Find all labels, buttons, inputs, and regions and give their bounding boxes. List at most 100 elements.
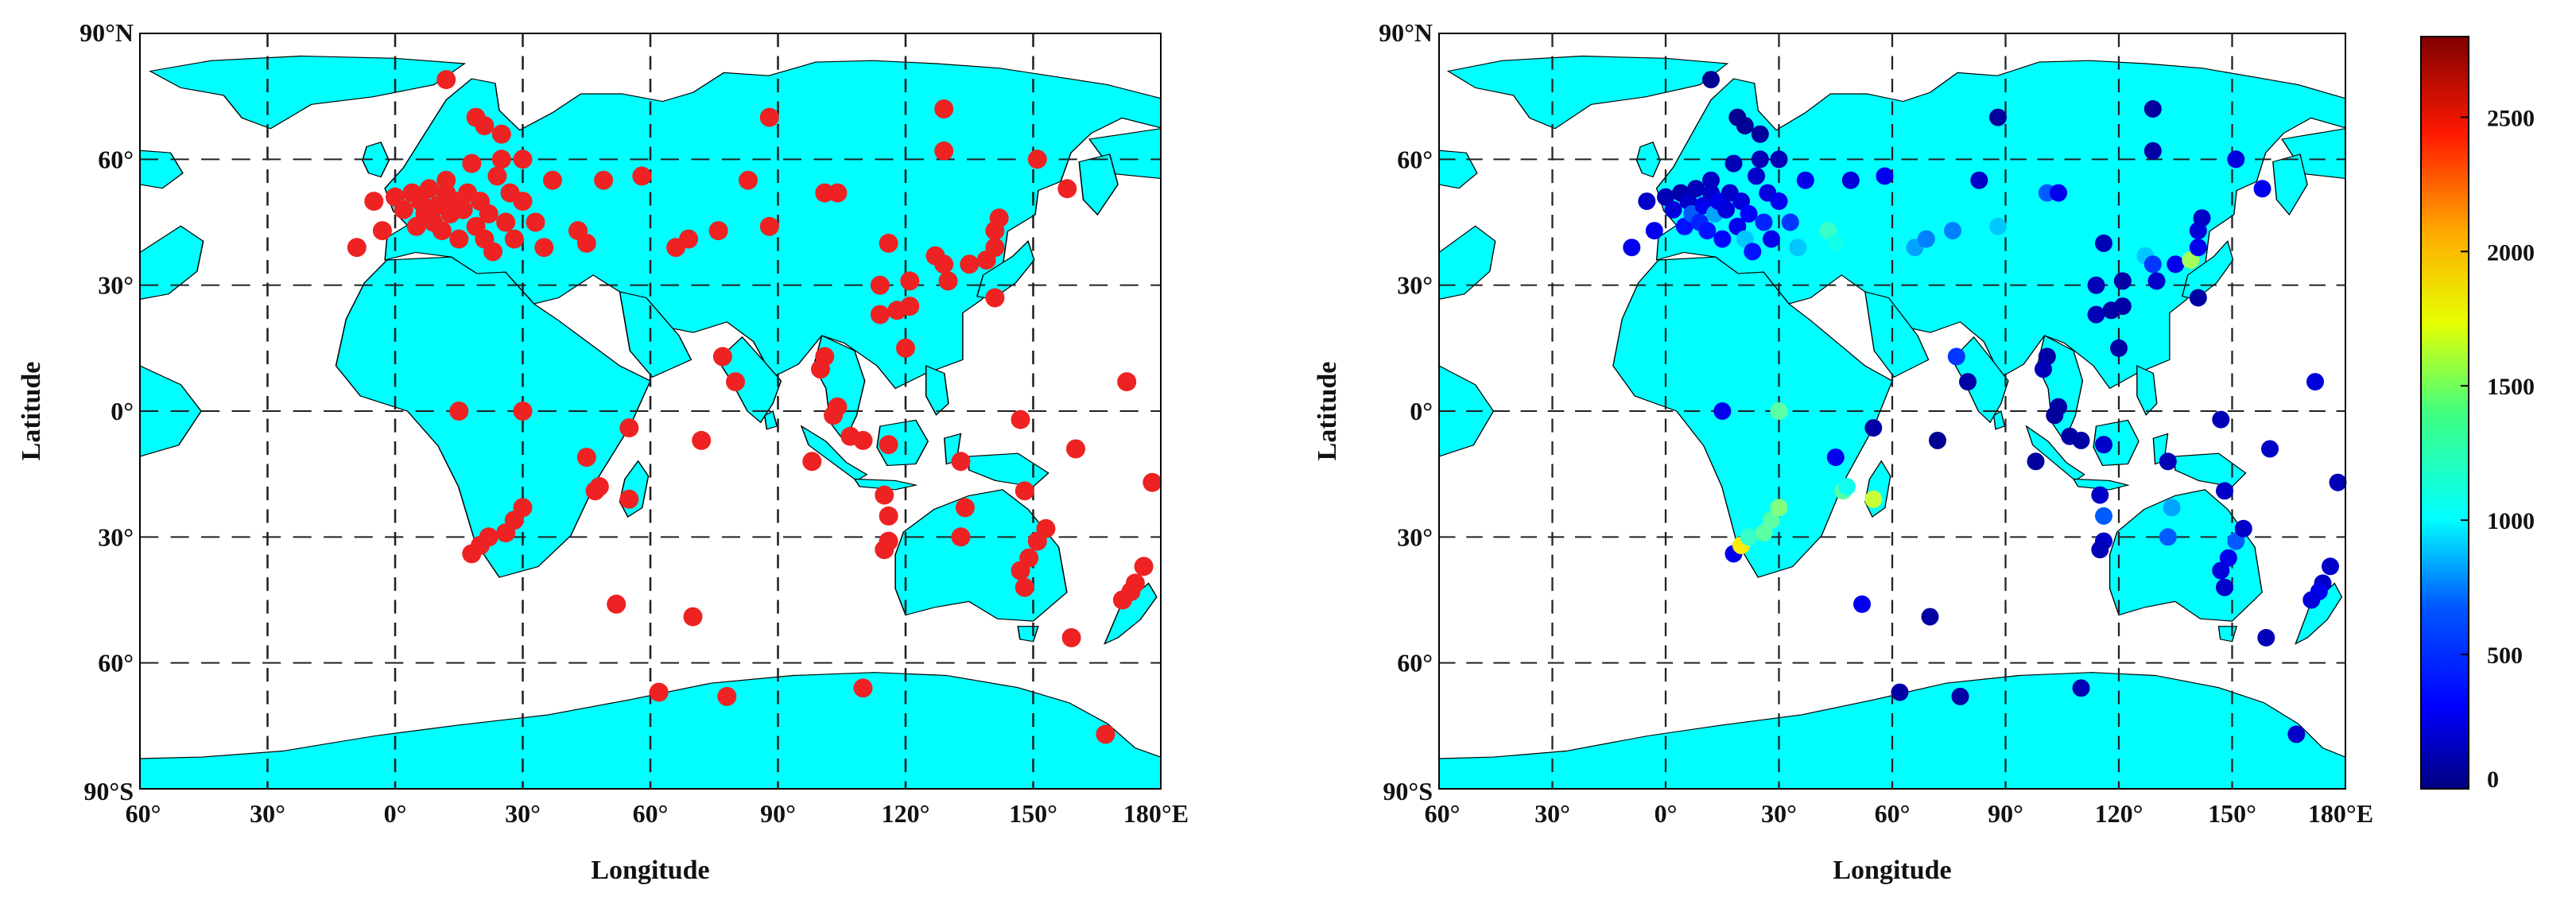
station-point	[491, 124, 511, 144]
station-point	[1989, 217, 2007, 235]
station-point	[2189, 289, 2207, 307]
x-tick-label: 0°	[384, 799, 407, 828]
x-tick-label: 60°	[126, 799, 161, 828]
station-point	[1736, 117, 1754, 135]
station-point	[1838, 478, 1856, 495]
station-point	[934, 254, 954, 274]
x-tick-label: 30°	[1534, 799, 1570, 828]
station-point	[2050, 184, 2067, 202]
station-point	[2143, 255, 2162, 274]
station-point	[708, 221, 728, 241]
x-tick-label: 30°	[505, 799, 541, 828]
station-point	[2253, 180, 2271, 198]
station-point	[1826, 234, 1845, 252]
station-point	[1057, 179, 1077, 199]
station-point	[475, 116, 495, 136]
station-point	[649, 682, 669, 702]
station-point	[2163, 499, 2181, 517]
station-point	[896, 338, 915, 358]
station-point	[1675, 217, 1693, 235]
station-point	[2072, 679, 2090, 697]
station-point	[683, 607, 703, 627]
station-point	[347, 238, 367, 258]
station-point	[2216, 482, 2233, 500]
station-point	[955, 498, 975, 518]
station-point	[462, 153, 482, 173]
station-point	[2113, 297, 2132, 316]
station-point	[1657, 188, 1674, 206]
station-point	[1112, 590, 1132, 610]
station-point	[449, 229, 469, 249]
y-tick-label: 60°	[98, 649, 134, 677]
station-point	[513, 498, 533, 518]
station-point	[1763, 511, 1780, 530]
station-point	[2159, 452, 2177, 471]
station-point	[1096, 724, 1115, 744]
station-point	[513, 149, 533, 169]
station-point	[619, 489, 639, 509]
x-tick-label: 60°	[633, 799, 669, 828]
x-tick-label: 30°	[1761, 799, 1797, 828]
right-y-axis-label: Latitude	[1313, 362, 1342, 461]
station-point	[1770, 402, 1788, 420]
station-point	[1947, 347, 1965, 366]
x-tick-label: 90°	[1988, 799, 2023, 828]
station-point	[2091, 486, 2109, 504]
station-point	[828, 183, 848, 203]
station-point	[717, 686, 737, 706]
station-point	[2227, 532, 2245, 550]
x-tick-label: 150°	[2208, 799, 2256, 828]
station-point	[487, 166, 507, 186]
station-point	[2113, 272, 2132, 290]
station-point	[2261, 440, 2279, 458]
station-point	[2212, 410, 2230, 429]
station-point	[879, 435, 898, 455]
station-point	[632, 166, 652, 186]
right-x-axis-label: Longitude	[1833, 856, 1951, 885]
x-tick-label: 120°	[2095, 799, 2143, 828]
station-point	[526, 212, 545, 232]
x-tick-label: 150°	[1009, 799, 1057, 828]
station-point	[1755, 213, 1773, 231]
station-point	[1989, 108, 2007, 126]
station-point	[692, 430, 712, 450]
station-point	[2143, 100, 2162, 118]
station-point	[432, 221, 452, 241]
station-point	[576, 233, 596, 253]
station-point	[1740, 204, 1758, 223]
station-point	[1713, 230, 1732, 248]
station-point	[989, 208, 1009, 228]
station-point	[1796, 171, 1814, 189]
station-point	[802, 452, 822, 472]
map-panel-left: 90°N60°30°0°30°60°90°S 60° 30° 0° 30° 60° 90°…	[17, 18, 1189, 885]
station-point	[543, 170, 562, 190]
station-point	[2027, 452, 2045, 471]
station-point	[879, 506, 898, 526]
station-point	[870, 275, 890, 295]
station-point	[1959, 373, 1977, 391]
station-point	[1781, 213, 1799, 231]
station-point	[985, 238, 1005, 258]
station-point	[2329, 473, 2347, 491]
station-point	[1841, 171, 1860, 189]
y-tick-label: 30°	[1397, 522, 1433, 551]
station-point	[483, 242, 502, 262]
station-point	[513, 402, 533, 421]
right-stations	[1623, 71, 2347, 743]
station-point	[2234, 519, 2252, 538]
station-point	[2287, 725, 2306, 743]
station-point	[1134, 557, 1154, 576]
station-point	[2046, 406, 2064, 425]
station-point	[1728, 217, 1747, 235]
station-point	[2159, 528, 2177, 546]
colorbar-tick-label: 2000	[2487, 239, 2535, 266]
right-plot-frame	[1438, 33, 2346, 790]
station-point	[594, 170, 614, 190]
station-point	[2095, 234, 2112, 252]
station-point	[1864, 419, 1883, 437]
station-point	[2143, 142, 2162, 160]
left-y-axis-label: Latitude	[17, 362, 46, 461]
station-point	[449, 402, 469, 421]
colorbar-gradient	[2420, 36, 2469, 790]
station-point	[1027, 149, 1047, 169]
